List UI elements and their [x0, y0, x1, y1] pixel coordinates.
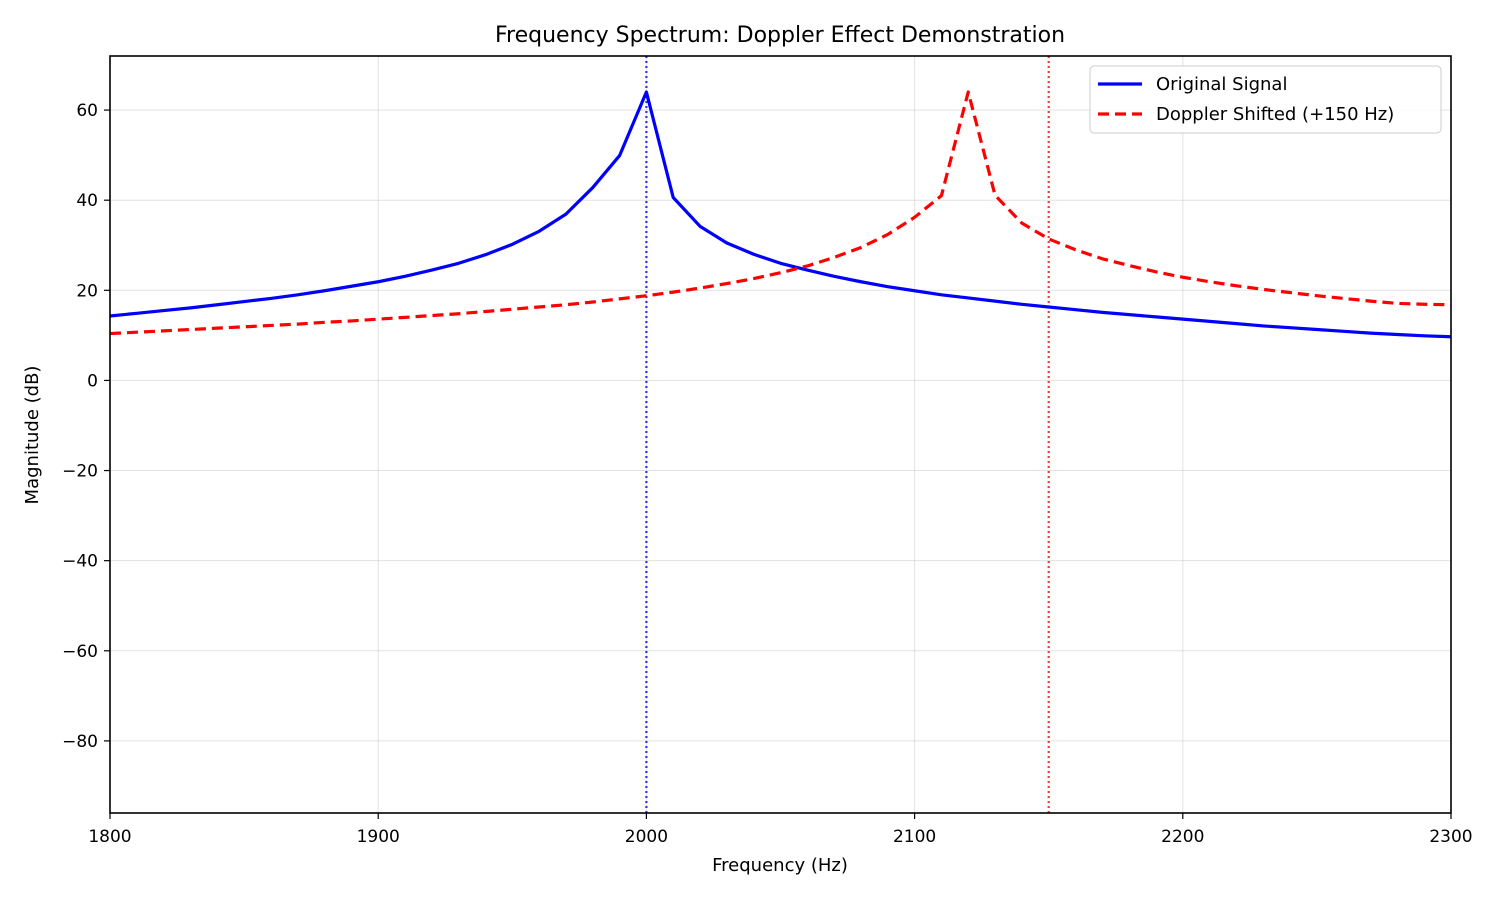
tick-layer: 1800 1900 2000 2100 2200 2300 −80 −60 −40 −20 0 20 4…	[62, 101, 1473, 847]
series-line-0	[109, 90, 1452, 339]
legend-entry-0: Original Signal	[1156, 74, 1287, 95]
x-tick-label-4: 2200	[1161, 827, 1204, 847]
x-tick-label-5: 2300	[1429, 827, 1472, 847]
series-layer	[109, 90, 1452, 339]
x-tick-label-0: 1800	[88, 827, 131, 847]
plot-frame	[109, 55, 1452, 814]
x-tick-label-1: 1900	[357, 827, 400, 847]
y-axis-label: Magnitude (dB)	[22, 366, 43, 505]
y-tick-label-2: −40	[62, 552, 98, 572]
x-tick-label-3: 2100	[893, 827, 936, 847]
chart-title: Frequency Spectrum: Doppler Effect Demon…	[495, 23, 1065, 48]
y-tick-label-6: 40	[76, 191, 98, 211]
y-tick-label-0: −80	[62, 732, 98, 752]
y-tick-label-4: 0	[87, 371, 98, 391]
series-line-1	[109, 90, 1452, 336]
y-tick-label-3: −20	[62, 462, 98, 482]
legend-box	[1089, 65, 1442, 134]
legend: Original Signal Doppler Shifted (+150 Hz)	[1089, 65, 1442, 134]
x-axis-label: Frequency (Hz)	[712, 855, 848, 876]
x-tick-label-2: 2000	[625, 827, 668, 847]
y-tick-label-1: −60	[62, 642, 98, 662]
y-tick-label-7: 60	[76, 101, 98, 121]
y-tick-label-5: 20	[76, 281, 98, 301]
legend-entry-1: Doppler Shifted (+150 Hz)	[1156, 104, 1394, 125]
reference-lines	[645, 56, 1050, 813]
